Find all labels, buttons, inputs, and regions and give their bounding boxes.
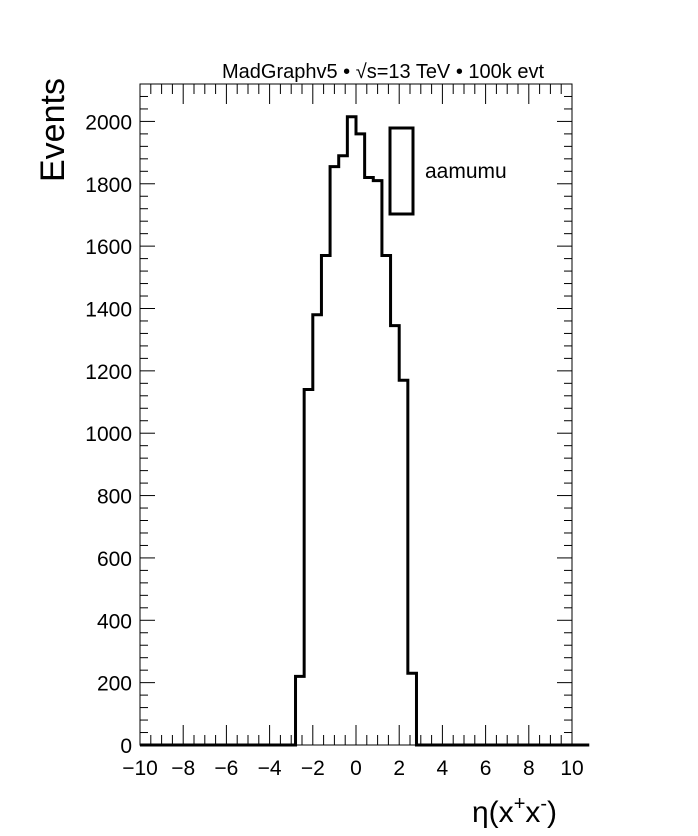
histogram-bin [321, 255, 330, 745]
x-tick-label: −8 [171, 757, 195, 780]
y-tick-label: 400 [97, 610, 132, 633]
x-axis-label-base: η(x [472, 796, 514, 829]
x-axis-label-sup-minus: - [540, 793, 547, 815]
x-tick-label: 6 [480, 757, 492, 780]
histogram-bin [313, 315, 322, 745]
y-tick-label: 1400 [85, 298, 132, 321]
x-axis-label-mid: x [525, 796, 540, 829]
x-tick-label: 4 [437, 757, 449, 780]
histogram-bin [304, 390, 313, 745]
histogram-bin [339, 156, 348, 745]
legend-label: aamumu [425, 160, 507, 183]
histogram-series [140, 115, 590, 747]
y-tick-label: 200 [97, 673, 132, 696]
x-tick-label: −10 [122, 757, 158, 780]
legend-swatch [388, 126, 415, 216]
histogram-bin [356, 134, 365, 745]
y-tick-label: 600 [97, 548, 132, 571]
histogram-bin [382, 255, 391, 745]
histogram-outline [140, 115, 590, 747]
histogram-bin [399, 380, 408, 745]
y-tick-label: 800 [97, 486, 132, 509]
x-axis-label-end: ) [547, 796, 557, 829]
histogram-bin [347, 117, 356, 745]
x-tick-label: 0 [350, 757, 362, 780]
x-tick-label: 2 [393, 757, 405, 780]
x-axis-label: η(x+x-) [472, 793, 557, 829]
y-tick-label: 2000 [85, 111, 132, 134]
histogram-bin [373, 181, 382, 745]
legend: aamumu [388, 126, 507, 216]
x-tick-label: −6 [214, 757, 238, 780]
x-axis-label-sup-plus: + [514, 793, 526, 815]
y-axis-label: Events [34, 78, 72, 182]
x-tick-label: −4 [258, 757, 282, 780]
x-tick-label: 8 [523, 757, 535, 780]
histogram-bin [408, 673, 417, 745]
histogram-bin [330, 167, 339, 745]
y-tick-label: 1800 [85, 174, 132, 197]
x-tick-label: 10 [560, 757, 583, 780]
x-axis: −10 −8 −6 −4 −2 0 2 4 6 8 10 [122, 84, 584, 780]
y-tick-label: 1600 [85, 236, 132, 259]
histogram-bin [365, 178, 374, 745]
chart-title: MadGraphv5 • √s=13 TeV • 100k evt [222, 61, 544, 83]
y-axis: 0 200 400 600 800 1000 1200 1400 1600 1800 2000 [85, 83, 572, 758]
x-tick-label: −2 [301, 757, 325, 780]
y-tick-label: 1000 [85, 423, 132, 446]
histogram-bin [391, 326, 400, 745]
y-tick-label: 1200 [85, 361, 132, 384]
histogram-bin [296, 676, 305, 745]
y-tick-label: 0 [120, 735, 132, 758]
